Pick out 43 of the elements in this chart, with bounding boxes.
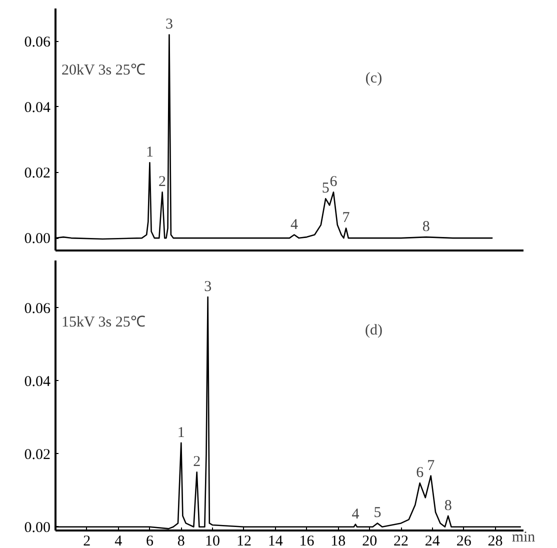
annotation: 3 <box>204 278 212 295</box>
x-tick-label: 12 <box>236 534 252 548</box>
annotation: 15kV 3s 25℃ <box>62 314 146 330</box>
annotation: 6 <box>330 174 338 190</box>
x-tick-label: 4 <box>114 534 123 548</box>
x-tick-label: 22 <box>394 534 409 548</box>
annotation: 20kV 3s 25℃ <box>62 62 146 78</box>
annotation: 8 <box>422 219 430 236</box>
x-tick-label: 28 <box>488 534 503 548</box>
annotation: 1 <box>177 424 185 441</box>
y-tick-label: 0.02 <box>24 165 50 182</box>
annotation: 5 <box>374 505 382 522</box>
annotation: 2 <box>158 174 166 190</box>
annotation: (d) <box>364 322 382 338</box>
annotation: 6 <box>416 465 424 482</box>
x-tick-label: 2 <box>83 534 91 548</box>
x-tick-label: 24 <box>424 534 440 548</box>
x-tick-label: 14 <box>268 534 284 548</box>
y-tick-label: 0.06 <box>24 34 51 50</box>
x-tick-label: 10 <box>205 534 220 548</box>
annotation: 8 <box>444 498 452 514</box>
y-tick-label: 0.04 <box>24 100 51 116</box>
annotation: (c) <box>365 70 382 86</box>
annotation: 5 <box>322 180 330 197</box>
y-tick-label: 0.04 <box>24 374 51 390</box>
annotation: 1 <box>146 144 154 161</box>
x-tick-label: 26 <box>456 534 472 548</box>
x-tick-label: 20 <box>362 534 378 548</box>
annotation: 2 <box>193 454 201 470</box>
x-tick-label: 8 <box>177 534 185 548</box>
annotation: 3 <box>165 16 173 33</box>
annotation: 7 <box>427 458 436 474</box>
y-tick-label: 0.00 <box>24 520 50 536</box>
annotation: 4 <box>352 506 360 522</box>
x-tick-label: 18 <box>330 534 346 548</box>
x-tick-label: 16 <box>299 534 315 548</box>
y-tick-label: 0.06 <box>24 300 51 317</box>
x-tick-label: 6 <box>146 534 154 548</box>
annotation: 7 <box>342 210 350 226</box>
y-tick-label: 0.00 <box>24 231 50 248</box>
y-tick-label: 0.02 <box>24 446 50 463</box>
annotation: 4 <box>290 216 298 233</box>
x-axis-title: min <box>512 530 536 546</box>
